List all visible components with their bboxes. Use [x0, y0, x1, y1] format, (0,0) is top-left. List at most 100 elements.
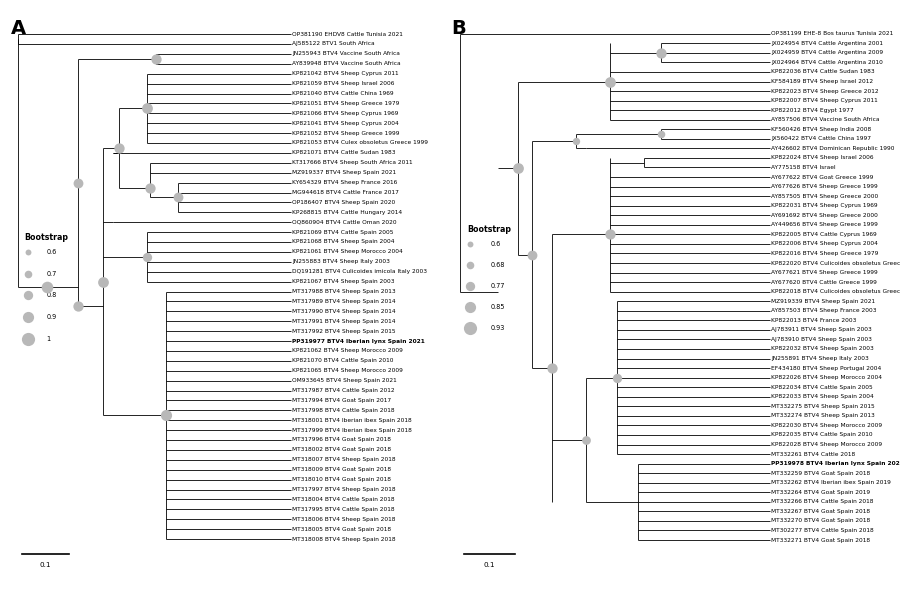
Point — [464, 239, 478, 249]
Text: 1: 1 — [47, 336, 50, 342]
Text: KF584189 BTV4 Sheep Israel 2012: KF584189 BTV4 Sheep Israel 2012 — [771, 79, 874, 84]
Point — [21, 269, 35, 278]
Text: 0.6: 0.6 — [47, 249, 57, 255]
Point — [464, 260, 478, 270]
Text: MT317999 BTV4 Iberian ibex Spain 2018: MT317999 BTV4 Iberian ibex Spain 2018 — [292, 428, 412, 433]
Text: OP381199 EHE-8 Bos taurus Tunisia 2021: OP381199 EHE-8 Bos taurus Tunisia 2021 — [771, 31, 894, 36]
Text: MT318002 BTV4 Goat Spain 2018: MT318002 BTV4 Goat Spain 2018 — [292, 448, 392, 453]
Point — [464, 323, 478, 333]
Point — [21, 312, 35, 322]
Text: KP822016 BTV4 Sheep Greece 1979: KP822016 BTV4 Sheep Greece 1979 — [771, 251, 879, 256]
Text: B: B — [452, 19, 466, 39]
Text: MT318005 BTV4 Goat Spain 2018: MT318005 BTV4 Goat Spain 2018 — [292, 526, 392, 532]
Point — [112, 143, 126, 153]
Text: 0.93: 0.93 — [491, 325, 505, 331]
Text: KP822023 BTV4 Sheep Greece 2012: KP822023 BTV4 Sheep Greece 2012 — [771, 88, 879, 94]
Text: MT332275 BTV4 Sheep Spain 2015: MT332275 BTV4 Sheep Spain 2015 — [771, 404, 875, 409]
Point — [603, 77, 617, 87]
Point — [580, 435, 594, 445]
Point — [464, 281, 478, 291]
Text: KP822035 BTV4 Cattle Spain 2010: KP822035 BTV4 Cattle Spain 2010 — [771, 433, 873, 437]
Point — [654, 129, 669, 139]
Text: MT332274 BTV4 Sheep Spain 2013: MT332274 BTV4 Sheep Spain 2013 — [771, 413, 875, 419]
Text: MT317997 BTV4 Sheep Spain 2018: MT317997 BTV4 Sheep Spain 2018 — [292, 487, 396, 492]
Text: JX560422 BTV4 Cattle China 1997: JX560422 BTV4 Cattle China 1997 — [771, 136, 871, 142]
Point — [511, 163, 526, 173]
Text: KP822036 BTV4 Cattle Sudan 1983: KP822036 BTV4 Cattle Sudan 1983 — [771, 70, 875, 74]
Text: KP821061 BTV4 Sheep Morocco 2004: KP821061 BTV4 Sheep Morocco 2004 — [292, 249, 403, 254]
Text: 0.7: 0.7 — [47, 270, 57, 276]
Text: 0.9: 0.9 — [47, 314, 57, 320]
Text: MT318009 BTV4 Goat Spain 2018: MT318009 BTV4 Goat Spain 2018 — [292, 467, 392, 472]
Text: KP822030 BTV4 Sheep Morocco 2009: KP822030 BTV4 Sheep Morocco 2009 — [771, 423, 883, 428]
Text: MT317992 BTV4 Sheep Spain 2015: MT317992 BTV4 Sheep Spain 2015 — [292, 329, 396, 333]
Text: MT332270 BTV4 Goat Spain 2018: MT332270 BTV4 Goat Spain 2018 — [771, 518, 870, 523]
Text: MT332262 BTV4 Iberian ibex Spain 2019: MT332262 BTV4 Iberian ibex Spain 2019 — [771, 480, 891, 485]
Text: AY857505 BTV4 Sheep Greece 2000: AY857505 BTV4 Sheep Greece 2000 — [771, 194, 878, 198]
Text: MT317995 BTV4 Cattle Spain 2018: MT317995 BTV4 Cattle Spain 2018 — [292, 507, 395, 512]
Text: 0.1: 0.1 — [483, 562, 495, 568]
Text: MT318010 BTV4 Goat Spain 2018: MT318010 BTV4 Goat Spain 2018 — [292, 477, 392, 482]
Text: 0.1: 0.1 — [40, 562, 50, 567]
Point — [654, 48, 669, 57]
Text: MT302277 BTV4 Cattle Spain 2018: MT302277 BTV4 Cattle Spain 2018 — [771, 528, 874, 533]
Text: AY677620 BTV4 Cattle Greece 1999: AY677620 BTV4 Cattle Greece 1999 — [771, 280, 878, 284]
Point — [21, 334, 35, 344]
Text: MT318006 BTV4 Sheep Spain 2018: MT318006 BTV4 Sheep Spain 2018 — [292, 517, 396, 522]
Text: KP822020 BTV4 Culicoides obsoletus Greece 2000: KP822020 BTV4 Culicoides obsoletus Greec… — [771, 261, 900, 266]
Text: MT317987 BTV4 Cattle Spain 2012: MT317987 BTV4 Cattle Spain 2012 — [292, 388, 395, 393]
Text: OM933645 BTV4 Sheep Spain 2021: OM933645 BTV4 Sheep Spain 2021 — [292, 378, 397, 383]
Text: KP822005 BTV4 Cattle Cyprus 1969: KP822005 BTV4 Cattle Cyprus 1969 — [771, 232, 878, 237]
Text: KP822013 BTV4 France 2003: KP822013 BTV4 France 2003 — [771, 318, 857, 323]
Text: KP822026 BTV4 Sheep Morocco 2004: KP822026 BTV4 Sheep Morocco 2004 — [771, 375, 883, 380]
Text: KP822018 BTV4 Culicoides obsoletus Greece 1999: KP822018 BTV4 Culicoides obsoletus Greec… — [771, 289, 900, 294]
Text: KP821040 BTV4 Cattle China 1969: KP821040 BTV4 Cattle China 1969 — [292, 91, 394, 96]
Text: MT317991 BTV4 Sheep Spain 2014: MT317991 BTV4 Sheep Spain 2014 — [292, 319, 396, 324]
Text: AY677622 BTV4 Goat Greece 1999: AY677622 BTV4 Goat Greece 1999 — [771, 174, 874, 180]
Text: Bootstrap: Bootstrap — [24, 233, 68, 242]
Text: KP821069 BTV4 Cattle Spain 2005: KP821069 BTV4 Cattle Spain 2005 — [292, 230, 393, 235]
Text: KP821071 BTV4 Cattle Sudan 1983: KP821071 BTV4 Cattle Sudan 1983 — [292, 151, 396, 155]
Text: A: A — [11, 19, 26, 38]
Text: KP822033 BTV4 Sheep Spain 2004: KP822033 BTV4 Sheep Spain 2004 — [771, 394, 874, 399]
Point — [158, 410, 173, 420]
Text: KP268815 BTV4 Cattle Hungary 2014: KP268815 BTV4 Cattle Hungary 2014 — [292, 210, 402, 215]
Text: AJ783911 BTV4 Sheep Spain 2003: AJ783911 BTV4 Sheep Spain 2003 — [771, 327, 872, 332]
Text: KP821070 BTV4 Cattle Spain 2010: KP821070 BTV4 Cattle Spain 2010 — [292, 358, 393, 363]
Text: MT332264 BTV4 Goat Spain 2019: MT332264 BTV4 Goat Spain 2019 — [771, 490, 870, 495]
Text: KP822034 BTV4 Cattle Spain 2005: KP822034 BTV4 Cattle Spain 2005 — [771, 385, 873, 390]
Text: KP822031 BTV4 Sheep Cyprus 1969: KP822031 BTV4 Sheep Cyprus 1969 — [771, 203, 878, 208]
Point — [610, 373, 625, 382]
Text: KP822028 BTV4 Sheep Morocco 2009: KP822028 BTV4 Sheep Morocco 2009 — [771, 442, 883, 447]
Text: JN255883 BTV4 Sheep Italy 2003: JN255883 BTV4 Sheep Italy 2003 — [292, 260, 390, 264]
Text: MT332266 BTV4 Cattle Spain 2018: MT332266 BTV4 Cattle Spain 2018 — [771, 499, 874, 505]
Point — [21, 247, 35, 257]
Point — [171, 192, 185, 202]
Text: AY677626 BTV4 Sheep Greece 1999: AY677626 BTV4 Sheep Greece 1999 — [771, 184, 878, 189]
Point — [140, 103, 154, 113]
Point — [569, 136, 583, 146]
Text: KP822012 BTV4 Egypt 1977: KP822012 BTV4 Egypt 1977 — [771, 108, 854, 113]
Text: 0.8: 0.8 — [47, 292, 57, 298]
Text: MT332271 BTV4 Goat Spain 2018: MT332271 BTV4 Goat Spain 2018 — [771, 537, 870, 543]
Text: 0.6: 0.6 — [491, 241, 501, 247]
Point — [545, 363, 560, 373]
Text: AY839948 BTV4 Vaccine South Africa: AY839948 BTV4 Vaccine South Africa — [292, 61, 400, 67]
Text: MT332267 BTV4 Goat Spain 2018: MT332267 BTV4 Goat Spain 2018 — [771, 509, 870, 514]
Text: KP821065 BTV4 Sheep Morocco 2009: KP821065 BTV4 Sheep Morocco 2009 — [292, 368, 403, 373]
Text: EF434180 BTV4 Sheep Portugal 2004: EF434180 BTV4 Sheep Portugal 2004 — [771, 365, 882, 371]
Text: MT332261 BTV4 Cattle 2018: MT332261 BTV4 Cattle 2018 — [771, 451, 856, 457]
Text: KP821053 BTV4 Culex obsoletus Greece 1999: KP821053 BTV4 Culex obsoletus Greece 199… — [292, 140, 428, 145]
Text: AJ585122 BTV1 South Africa: AJ585122 BTV1 South Africa — [292, 42, 374, 47]
Text: MT317989 BTV4 Sheep Spain 2014: MT317989 BTV4 Sheep Spain 2014 — [292, 299, 396, 304]
Text: KT317666 BTV4 Sheep South Africa 2011: KT317666 BTV4 Sheep South Africa 2011 — [292, 160, 413, 165]
Point — [40, 282, 54, 292]
Text: MT318001 BTV4 Iberian ibex Spain 2018: MT318001 BTV4 Iberian ibex Spain 2018 — [292, 417, 412, 423]
Text: AY691692 BTV4 Sheep Greece 2000: AY691692 BTV4 Sheep Greece 2000 — [771, 213, 878, 218]
Text: MT317990 BTV4 Sheep Spain 2014: MT317990 BTV4 Sheep Spain 2014 — [292, 309, 396, 314]
Text: AY449656 BTV4 Sheep Greece 1999: AY449656 BTV4 Sheep Greece 1999 — [771, 222, 878, 227]
Text: MT318008 BTV4 Sheep Spain 2018: MT318008 BTV4 Sheep Spain 2018 — [292, 537, 396, 541]
Text: JX024964 BTV4 Cattle Argentina 2010: JX024964 BTV4 Cattle Argentina 2010 — [771, 60, 884, 65]
Point — [96, 276, 111, 286]
Text: KP822024 BTV4 Sheep Israel 2006: KP822024 BTV4 Sheep Israel 2006 — [771, 155, 874, 160]
